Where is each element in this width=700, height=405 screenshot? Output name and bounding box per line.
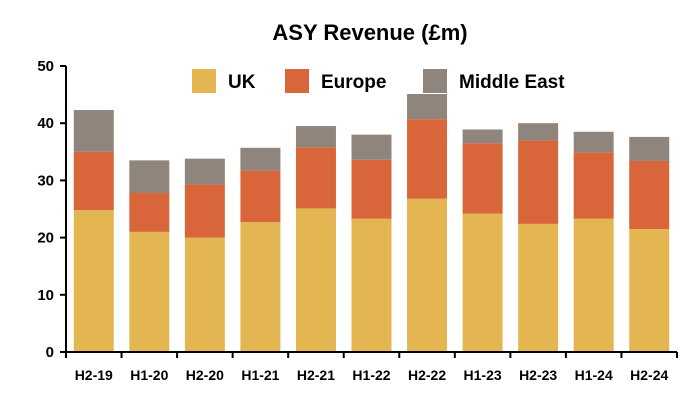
bar-europe-h1-21 [240, 170, 281, 223]
bar-middle-east-h1-21 [240, 147, 281, 171]
bar-europe-h2-21 [295, 147, 336, 209]
x-tick-label-h2-22: H2-22 [408, 367, 446, 383]
x-tick-label-h1-22: H1-22 [352, 367, 390, 383]
bar-uk-h2-23 [518, 223, 559, 352]
bar-middle-east-h2-23 [518, 123, 559, 141]
x-tick-label-h1-23: H1-23 [464, 367, 502, 383]
bar-uk-h1-20 [129, 231, 170, 352]
legend-label-uk: UK [228, 72, 256, 93]
x-tick-label-h2-20: H2-20 [186, 367, 224, 383]
bar-europe-h1-22 [351, 159, 392, 219]
bar-middle-east-h2-24 [629, 136, 670, 161]
bar-middle-east-h1-20 [129, 160, 170, 193]
bar-uk-h1-24 [573, 218, 614, 352]
bar-europe-h2-22 [407, 119, 448, 199]
y-tick-label-30: 30 [37, 172, 54, 189]
x-tick-label-h1-24: H1-24 [575, 367, 613, 383]
legend-swatch-europe [285, 69, 309, 93]
bar-uk-h2-20 [184, 237, 225, 352]
x-tick-label-h2-19: H2-19 [75, 367, 113, 383]
bar-europe-h2-20 [184, 184, 225, 238]
bar-europe-h2-19 [73, 151, 114, 211]
legend-label-europe: Europe [321, 72, 386, 93]
bar-uk-h1-21 [240, 222, 281, 352]
bar-europe-h1-23 [462, 143, 503, 214]
legend: UK Europe Middle East [192, 69, 565, 93]
legend-swatch-uk [192, 69, 216, 93]
bar-middle-east-h1-23 [462, 129, 503, 144]
x-tick-label-h1-21: H1-21 [241, 367, 279, 383]
axes-group: 0 10 20 30 40 50 H2-19 H1-20 H2-20 H1-21 H2-21 H1-2… [37, 58, 678, 383]
bar-middle-east-h2-19 [73, 110, 114, 152]
x-tick-label-h1-20: H1-20 [130, 367, 168, 383]
bar-middle-east-h2-22 [407, 94, 448, 120]
bar-uk-h2-24 [629, 229, 670, 352]
bars-group [73, 94, 670, 352]
legend-label-middle-east: Middle East [459, 72, 565, 93]
bar-uk-h2-21 [295, 208, 336, 352]
bar-europe-h2-23 [518, 140, 559, 224]
chart-title: ASY Revenue (£m) [272, 20, 467, 45]
bar-europe-h1-20 [129, 192, 170, 232]
y-tick-label-10: 10 [37, 287, 54, 304]
y-tick-label-20: 20 [37, 230, 54, 247]
bar-uk-h1-23 [462, 213, 503, 352]
y-tick-label-40: 40 [37, 115, 54, 132]
x-tick-label-h2-24: H2-24 [630, 367, 668, 383]
bar-europe-h1-24 [573, 152, 614, 219]
legend-swatch-middle-east [423, 69, 447, 93]
bar-middle-east-h2-21 [295, 126, 336, 148]
bar-europe-h2-24 [629, 160, 670, 230]
bar-uk-h2-22 [407, 198, 448, 352]
bar-middle-east-h2-20 [184, 158, 225, 185]
y-tick-label-0: 0 [46, 344, 54, 361]
bar-middle-east-h1-24 [573, 131, 614, 153]
bar-middle-east-h1-22 [351, 134, 392, 160]
bar-uk-h1-22 [351, 218, 392, 352]
bar-uk-h2-19 [73, 210, 114, 352]
y-tick-label-50: 50 [37, 58, 54, 75]
x-tick-label-h2-21: H2-21 [297, 367, 335, 383]
x-tick-label-h2-23: H2-23 [519, 367, 557, 383]
